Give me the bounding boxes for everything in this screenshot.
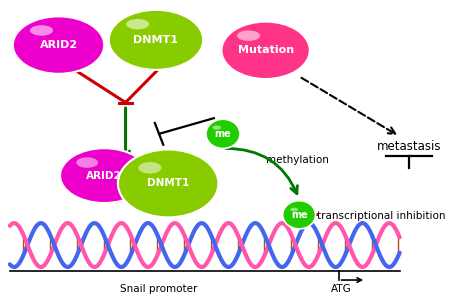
Text: Mutation: Mutation <box>237 45 294 55</box>
Text: Snail promoter: Snail promoter <box>120 284 198 294</box>
Text: metastasis: metastasis <box>376 141 441 153</box>
Ellipse shape <box>13 16 104 74</box>
Text: transcriptional inhibition: transcriptional inhibition <box>318 211 446 221</box>
Ellipse shape <box>118 150 219 217</box>
Text: ATG: ATG <box>331 284 352 294</box>
Text: me: me <box>291 210 308 220</box>
Ellipse shape <box>138 162 162 173</box>
Text: ARID2: ARID2 <box>39 40 78 50</box>
Circle shape <box>283 201 316 229</box>
Ellipse shape <box>109 10 203 70</box>
Ellipse shape <box>290 208 298 211</box>
Ellipse shape <box>60 148 148 203</box>
Text: DNMT1: DNMT1 <box>134 35 179 45</box>
Text: DNMT1: DNMT1 <box>147 179 189 188</box>
Ellipse shape <box>76 157 98 168</box>
Ellipse shape <box>237 30 260 41</box>
Circle shape <box>206 119 240 149</box>
Text: me: me <box>215 129 231 139</box>
Text: ARID2: ARID2 <box>86 171 122 181</box>
Text: methylation: methylation <box>265 155 328 165</box>
Ellipse shape <box>213 126 221 130</box>
Ellipse shape <box>126 19 149 29</box>
Ellipse shape <box>30 25 53 36</box>
Ellipse shape <box>221 22 310 79</box>
